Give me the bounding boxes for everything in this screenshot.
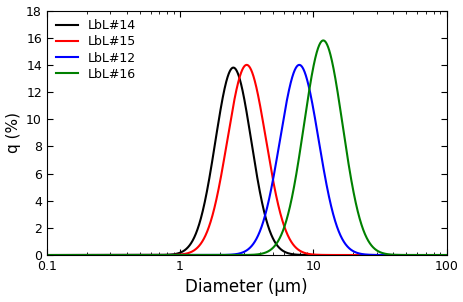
LbL#15 [197, 243, 202, 246]
LbL#16 [89, 253, 95, 257]
LbL#14 [435, 253, 441, 257]
LbL#14 [197, 219, 202, 223]
LbL#14 [392, 253, 398, 257]
Line: LbL#15: LbL#15 [47, 65, 445, 255]
LbL#14 [44, 253, 50, 257]
LbL#16 [392, 253, 398, 257]
LbL#15 [435, 253, 441, 257]
LbL#14 [89, 253, 95, 257]
LbL#15 [89, 253, 95, 257]
LbL#12 [44, 253, 50, 257]
LbL#15 [113, 253, 119, 257]
Legend: LbL#14, LbL#15, LbL#12, LbL#16: LbL#14, LbL#15, LbL#12, LbL#16 [52, 16, 140, 85]
LbL#12 [392, 253, 398, 257]
LbL#16 [443, 253, 448, 257]
LbL#15 [44, 253, 50, 257]
Y-axis label: q (%): q (%) [6, 112, 20, 153]
LbL#15 [392, 253, 398, 257]
LbL#12 [113, 253, 119, 257]
LbL#12 [197, 253, 202, 257]
LbL#14 [230, 66, 236, 69]
Line: LbL#16: LbL#16 [47, 40, 445, 255]
LbL#16 [435, 253, 441, 257]
LbL#12 [214, 253, 220, 257]
LbL#16 [113, 253, 119, 257]
LbL#12 [443, 253, 448, 257]
LbL#12 [296, 63, 301, 67]
X-axis label: Diameter (μm): Diameter (μm) [185, 278, 307, 297]
LbL#16 [44, 253, 50, 257]
LbL#14 [214, 127, 220, 130]
LbL#14 [443, 253, 448, 257]
Line: LbL#14: LbL#14 [47, 68, 445, 255]
LbL#14 [113, 253, 119, 257]
LbL#16 [214, 253, 220, 257]
LbL#15 [214, 193, 220, 196]
LbL#16 [197, 253, 202, 257]
LbL#15 [443, 253, 448, 257]
Line: LbL#12: LbL#12 [47, 65, 445, 255]
LbL#12 [435, 253, 441, 257]
LbL#12 [89, 253, 95, 257]
LbL#16 [320, 39, 325, 42]
LbL#15 [243, 63, 249, 67]
